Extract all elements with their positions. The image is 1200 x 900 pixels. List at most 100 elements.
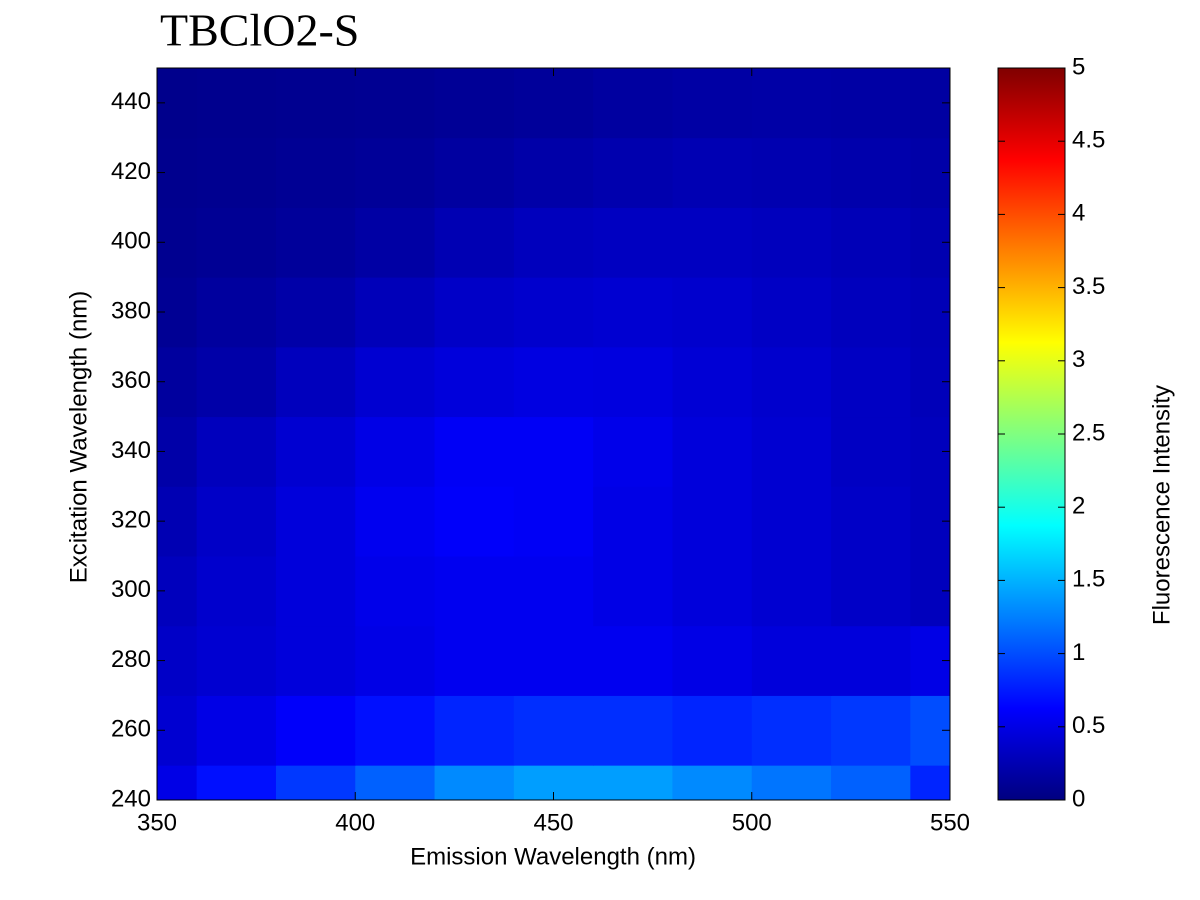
contour-cell	[196, 68, 277, 139]
colorbar-label: Fluorescence Intensity	[1148, 385, 1175, 625]
contour-cell	[672, 416, 753, 487]
contour-cell	[355, 416, 436, 487]
y-tick-label: 320	[111, 506, 151, 533]
contour-cell	[751, 556, 832, 627]
contour-cell	[355, 68, 436, 139]
colorbar-tick-label: 4.5	[1072, 127, 1105, 154]
contour-cell	[196, 486, 277, 557]
contour-cell	[275, 695, 356, 766]
contour-cell	[196, 416, 277, 487]
contour-cell	[831, 765, 911, 800]
contour-cell	[434, 625, 515, 696]
y-tick-label: 380	[111, 297, 151, 324]
contour-cell	[513, 486, 594, 557]
contour-cell	[434, 137, 515, 208]
contour-cell	[751, 346, 832, 418]
y-tick-label: 260	[111, 716, 151, 743]
contour-cell	[196, 625, 277, 696]
colorbar-tick-label: 3	[1072, 346, 1085, 373]
contour-cell	[910, 765, 950, 800]
contour-cell	[513, 556, 594, 627]
contour-cell	[355, 486, 436, 557]
contour-cell	[355, 556, 436, 627]
contour-cell	[275, 207, 356, 278]
contour-cell	[513, 695, 594, 766]
contour-cell	[434, 416, 515, 487]
contour-cell	[434, 346, 515, 418]
colorbar-tick-label: 1.5	[1072, 566, 1105, 593]
contour-cell	[831, 277, 911, 348]
contour-cell	[275, 68, 356, 139]
y-tick-label: 240	[111, 785, 151, 812]
contour-cell	[593, 416, 673, 487]
contour-cell	[434, 556, 515, 627]
contour-cell	[672, 137, 753, 208]
contour-cell	[593, 765, 673, 800]
contour-cell	[672, 68, 753, 139]
colorbar-tick-label: 4	[1072, 200, 1085, 227]
x-tick-label: 500	[732, 809, 772, 836]
contour-cell	[593, 346, 673, 418]
y-tick-label: 400	[111, 228, 151, 255]
colorbar-tick-label: 2	[1072, 493, 1085, 520]
y-tick-label: 420	[111, 158, 151, 185]
contour-cell	[831, 625, 911, 696]
contour-cell	[196, 137, 277, 208]
contour-cell	[751, 625, 832, 696]
contour-cell	[672, 556, 753, 627]
contour-cell	[355, 207, 436, 278]
contour-cell	[434, 207, 515, 278]
y-tick-label: 280	[111, 646, 151, 673]
contour-cell	[672, 625, 753, 696]
contour-cell	[751, 416, 832, 487]
contour-cell	[831, 346, 911, 418]
contour-cell	[831, 695, 911, 766]
colorbar-tick-label: 2.5	[1072, 419, 1105, 446]
contour-cell	[751, 695, 832, 766]
contour-cell	[593, 207, 673, 278]
contour-cell	[672, 486, 753, 557]
chart-title: TBClO2-S	[160, 5, 359, 56]
x-tick-label: 550	[930, 809, 970, 836]
contour-cell	[513, 346, 594, 418]
contour-cell	[751, 277, 832, 348]
contour-cell	[275, 625, 356, 696]
contour-cell	[672, 346, 753, 418]
contour-cell	[434, 695, 515, 766]
contour-cell	[593, 277, 673, 348]
x-tick-label: 450	[533, 809, 573, 836]
y-tick-label: 300	[111, 576, 151, 603]
contour-cell	[275, 556, 356, 627]
contour-cell	[196, 695, 277, 766]
contour-cell	[355, 137, 436, 208]
x-axis-label: Emission Wavelength (nm)	[410, 843, 696, 870]
y-tick-label: 360	[111, 367, 151, 394]
colorbar-tick-label: 3.5	[1072, 273, 1105, 300]
contour-cell	[513, 207, 594, 278]
x-tick-label: 400	[335, 809, 375, 836]
contour-cell	[593, 556, 673, 627]
contour-cell	[434, 277, 515, 348]
contour-cell	[196, 207, 277, 278]
contour-cell	[196, 346, 277, 418]
contour-cell	[196, 765, 277, 800]
contour-cell	[434, 486, 515, 557]
heatmap	[157, 68, 950, 800]
contour-cell	[513, 625, 594, 696]
contour-cell	[593, 68, 673, 139]
contour-cell	[672, 277, 753, 348]
contour-cell	[355, 625, 436, 696]
contour-cell	[593, 486, 673, 557]
colorbar-tick-label: 5	[1072, 53, 1085, 80]
contour-cell	[275, 277, 356, 348]
contour-cell	[672, 207, 753, 278]
y-tick-label: 440	[111, 88, 151, 115]
contour-cell	[593, 137, 673, 208]
contour-cell	[355, 765, 436, 800]
contour-cell	[831, 68, 911, 139]
contour-cell	[355, 277, 436, 348]
x-tick-label: 350	[137, 809, 177, 836]
contour-cell	[157, 765, 198, 800]
contour-cell	[275, 765, 356, 800]
contour-cell	[275, 346, 356, 418]
